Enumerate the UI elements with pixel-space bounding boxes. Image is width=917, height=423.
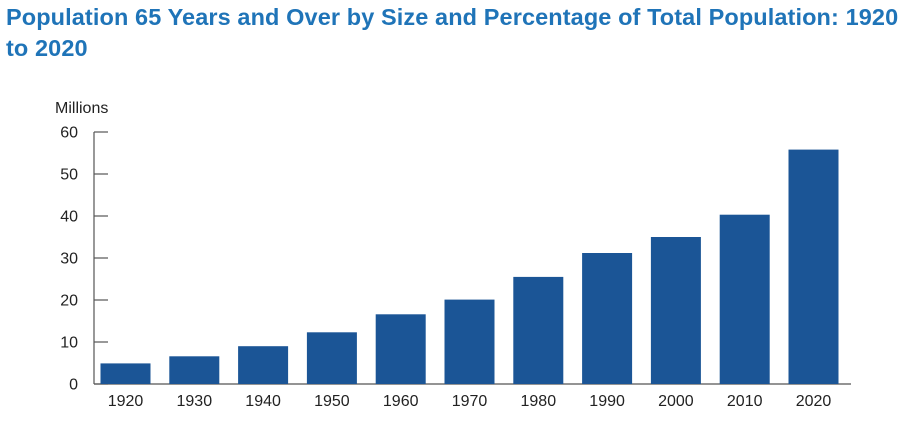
bar-2010 bbox=[719, 214, 770, 384]
bar-1980 bbox=[513, 276, 564, 384]
x-tick-label-2000: 2000 bbox=[658, 393, 694, 410]
bar-1920 bbox=[100, 363, 151, 384]
bar-1950 bbox=[306, 332, 357, 384]
bar-1970 bbox=[444, 299, 495, 384]
x-tick-label-1970: 1970 bbox=[452, 393, 488, 410]
bar-1940 bbox=[238, 346, 289, 384]
bar-1930 bbox=[169, 356, 220, 384]
x-tick-label-1920: 1920 bbox=[108, 393, 144, 410]
y-tick-label: 20 bbox=[60, 293, 78, 310]
y-tick-label: 10 bbox=[60, 335, 78, 352]
x-tick-label-1930: 1930 bbox=[177, 393, 213, 410]
bar-2020 bbox=[788, 149, 839, 384]
y-tick-label: 40 bbox=[60, 209, 78, 226]
bar-1990 bbox=[582, 253, 633, 384]
x-tick-label-2020: 2020 bbox=[796, 393, 832, 410]
x-tick-label-1980: 1980 bbox=[521, 393, 557, 410]
x-tick-label-1950: 1950 bbox=[314, 393, 350, 410]
x-tick-label-1990: 1990 bbox=[589, 393, 625, 410]
bar-2000 bbox=[650, 237, 701, 384]
x-tick-label-2010: 2010 bbox=[727, 393, 763, 410]
y-tick-label: 50 bbox=[60, 167, 78, 184]
bar-1960 bbox=[375, 314, 426, 384]
y-tick-label: 0 bbox=[69, 377, 78, 394]
chart-title: Population 65 Years and Over by Size and… bbox=[6, 4, 899, 61]
y-tick-label: 30 bbox=[60, 251, 78, 268]
x-tick-label-1960: 1960 bbox=[383, 393, 419, 410]
y-tick-label: 60 bbox=[60, 125, 78, 142]
x-tick-labels: 1920 1930 1940 1950 1960 1970 1980 1990 2000 2010… bbox=[108, 393, 832, 410]
bars bbox=[100, 149, 839, 384]
x-tick-label-1940: 1940 bbox=[245, 393, 281, 410]
y-axis: 0 10 20 30 40 50 60 bbox=[60, 125, 108, 394]
y-axis-unit-label: Millions bbox=[55, 100, 108, 117]
